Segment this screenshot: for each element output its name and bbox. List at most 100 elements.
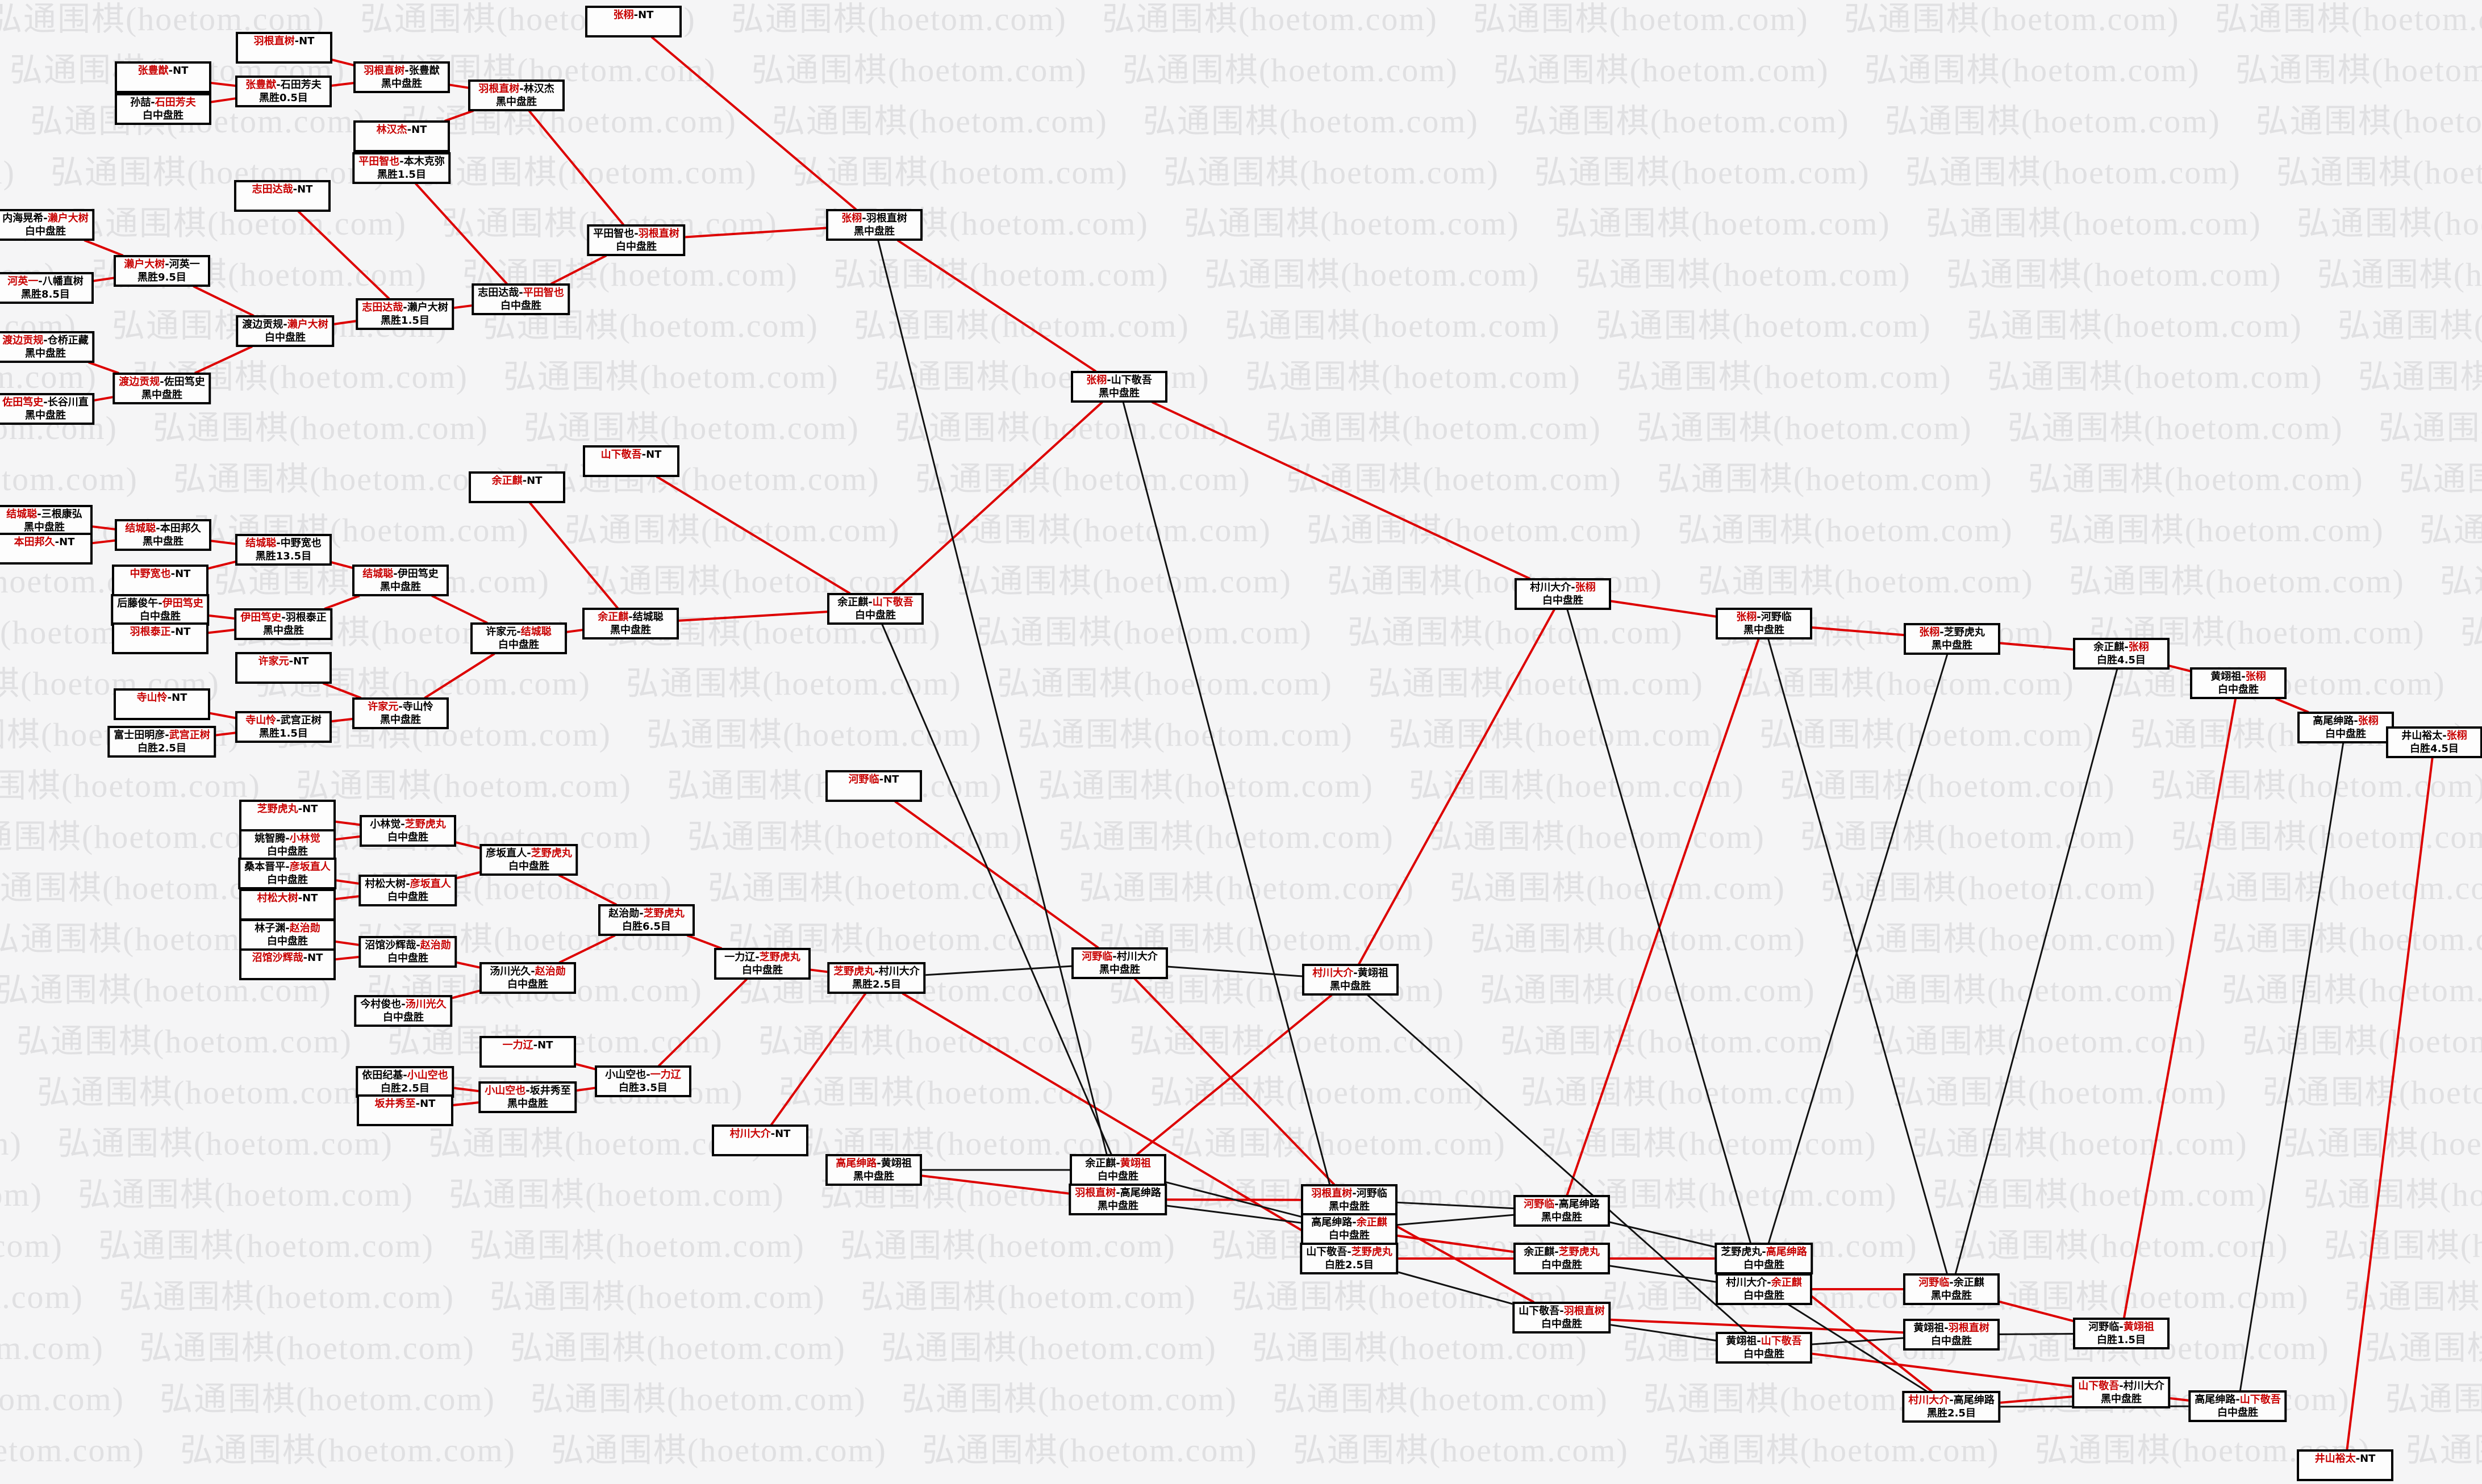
match-box[interactable]: 沼馆沙辉哉-NT — [239, 948, 336, 980]
match-box[interactable]: 井山裕太-张栩 白胜4.5目 — [2386, 726, 2482, 758]
match-box[interactable]: 后藤俊午-伊田笃史 白中盘胜 — [111, 594, 210, 626]
match-box[interactable]: 井山裕太-NT — [2297, 1449, 2393, 1481]
match-box[interactable]: 河野临-NT — [825, 770, 922, 802]
match-box[interactable]: 河英一-八幡直树 黑胜8.5目 — [0, 272, 94, 304]
match-box[interactable]: 许家元-结城聪 白中盘胜 — [470, 622, 567, 654]
match-box[interactable]: 张栩-芝野虎丸 黑中盘胜 — [1904, 623, 2000, 655]
match-box[interactable]: 姚智腾-小林觉 白中盘胜 — [239, 829, 336, 861]
match-box[interactable]: 富士田明彦-武宫正树 白胜2.5目 — [107, 726, 216, 758]
match-box[interactable]: 余正麒-芝野虎丸 白中盘胜 — [1513, 1243, 1610, 1274]
match-box[interactable]: 余正麒-结城聪 黑中盘胜 — [582, 608, 679, 639]
match-box[interactable]: 寺山怜-NT — [114, 688, 210, 720]
match-box[interactable]: 佐田笃史-长谷川直 黑中盘胜 — [0, 393, 95, 425]
match-box[interactable]: 高尾绅路-山下敬吾 白中盘胜 — [2188, 1390, 2287, 1422]
match-box[interactable]: 余正麒-黄翊祖 白中盘胜 — [1070, 1154, 1166, 1186]
match-box[interactable]: 河野临-余正麒 黑中盘胜 — [1903, 1273, 2000, 1305]
match-pairing: 孙喆-石田芳夫 — [121, 96, 205, 109]
match-box[interactable]: 河野临-高尾绅路 黑中盘胜 — [1513, 1195, 1610, 1227]
match-box[interactable]: 高尾绅路-余正麒 白中盘胜 — [1301, 1213, 1398, 1245]
match-box[interactable]: 志田达哉-NT — [234, 180, 331, 212]
match-box[interactable]: 桑本晋平-彦坂直人 白中盘胜 — [238, 858, 337, 889]
bracket-line — [332, 940, 363, 947]
match-box[interactable]: 高尾绅路-黄翊祖 黑中盘胜 — [825, 1154, 922, 1186]
match-box[interactable]: 渡边贡规-濑户大树 白中盘胜 — [236, 315, 335, 347]
match-box[interactable]: 许家元-NT — [235, 652, 332, 684]
match-box[interactable]: 黄翊祖-张栩 白中盘胜 — [2190, 667, 2287, 699]
match-box[interactable]: 平田智也-本木克弥 黑胜1.5目 — [352, 152, 451, 184]
pairing-hyphen: - — [37, 508, 41, 520]
match-box[interactable]: 羽根直树-高尾绅路 黑中盘胜 — [1069, 1184, 1167, 1215]
match-box[interactable]: 中野宽也-NT — [112, 565, 208, 596]
match-box[interactable]: 余正麒-山下敬吾 白中盘胜 — [827, 593, 924, 625]
match-pairing: 许家元-寺山怜 — [358, 700, 443, 713]
match-box[interactable]: 结城聪-三根康弘 黑中盘胜 — [0, 505, 93, 537]
match-box[interactable]: 山下敬吾-村川大介 黑中盘胜 — [2072, 1377, 2171, 1408]
match-box[interactable]: 张栩-羽根直树 黑中盘胜 — [826, 209, 923, 241]
match-box[interactable]: 寺山怜-武宫正树 黑胜1.5目 — [235, 711, 332, 743]
match-box[interactable]: 羽根泰正-NT — [112, 622, 208, 654]
match-box[interactable]: 平田智也-羽根直树 白中盘胜 — [587, 224, 686, 256]
match-box[interactable]: 张栩-山下敬吾 黑中盘胜 — [1071, 371, 1167, 403]
match-box[interactable]: 山下敬吾-NT — [583, 445, 679, 477]
match-box[interactable]: 结城聪-中野宽也 黑胜13.5目 — [235, 534, 332, 566]
match-box[interactable]: 村松大树-彦坂直人 白中盘胜 — [358, 875, 457, 906]
match-box[interactable]: 濑户大树-河英一 黑胜9.5目 — [114, 255, 210, 287]
match-box[interactable]: 村川大介-黄翊祖 黑中盘胜 — [1302, 964, 1399, 996]
match-box[interactable]: 坂井秀至-NT — [357, 1094, 453, 1126]
match-box[interactable]: 林汉杰-NT — [353, 120, 450, 152]
match-box[interactable]: 小山空也-一力辽 白胜3.5目 — [595, 1065, 691, 1097]
match-box[interactable]: 羽根直树-林汉杰 黑中盘胜 — [468, 80, 565, 111]
match-box[interactable]: 山下敬吾-芝野虎丸 白胜2.5目 — [1300, 1243, 1399, 1274]
match-box[interactable]: 一力辽-芝野虎丸 白中盘胜 — [714, 948, 811, 980]
match-box[interactable]: 本田邦久-NT — [0, 533, 93, 565]
match-box[interactable]: 张栩-河野临 黑中盘胜 — [1716, 608, 1812, 639]
match-box[interactable]: 渡边贡规-佐田笃史 黑中盘胜 — [112, 373, 211, 404]
match-box[interactable]: 小林觉-芝野虎丸 白中盘胜 — [360, 815, 456, 847]
match-box[interactable]: 余正麒-张栩 白胜4.5目 — [2073, 638, 2170, 670]
match-box[interactable]: 芝野虎丸-村川大介 黑胜2.5目 — [827, 962, 926, 994]
match-box[interactable]: 林子渊-赵治勋 白中盘胜 — [239, 919, 336, 951]
match-box[interactable]: 沼馆沙辉哉-赵治勋 白中盘胜 — [358, 936, 457, 968]
match-box[interactable]: 张豊猷-NT — [115, 61, 211, 93]
match-box[interactable]: 芝野虎丸-高尾绅路 白中盘胜 — [1715, 1243, 1813, 1274]
match-box[interactable]: 一力辽-NT — [479, 1036, 576, 1068]
match-box[interactable]: 黄翊祖-羽根直树 白中盘胜 — [1903, 1319, 2000, 1351]
match-box[interactable]: 余正麒-NT — [469, 471, 565, 503]
bracket-line — [194, 345, 253, 374]
match-box[interactable]: 结城聪-本田邦久 黑中盘胜 — [115, 519, 211, 551]
pairing-hyphen: - — [516, 626, 521, 638]
match-box[interactable]: 村川大介-高尾绅路 黑胜2.5目 — [1902, 1391, 2001, 1423]
match-box[interactable]: 羽根直树-NT — [236, 32, 332, 64]
match-box[interactable]: 彦坂直人-芝野虎丸 白中盘胜 — [479, 844, 578, 876]
watermark-text: 弘通围棋(hoetom.com) 弘通围棋(hoetom.com) 弘通围棋(h… — [0, 1474, 2482, 1484]
match-box[interactable]: 羽根直树-河野临 黑中盘胜 — [1301, 1184, 1398, 1216]
match-box[interactable]: 汤川光久-赵治勋 白中盘胜 — [479, 962, 576, 994]
match-box[interactable]: 村川大介-NT — [712, 1125, 808, 1156]
match-box[interactable]: 村川大介-张栩 白中盘胜 — [1515, 578, 1611, 610]
match-box[interactable]: 内海晃希-濑户大树 白中盘胜 — [0, 209, 95, 241]
match-box[interactable]: 许家元-寺山怜 黑中盘胜 — [352, 697, 449, 729]
match-box[interactable]: 河野临-村川大介 黑中盘胜 — [1071, 947, 1168, 979]
match-box[interactable]: 小山空也-坂井秀至 黑中盘胜 — [478, 1081, 577, 1113]
match-box[interactable]: 渡边贡规-仓桥正藏 黑中盘胜 — [0, 331, 95, 363]
match-box[interactable]: 张栩-NT — [585, 6, 682, 37]
match-box[interactable]: 芝野虎丸-NT — [239, 800, 336, 831]
bracket-line — [332, 894, 363, 901]
match-box[interactable]: 结城聪-伊田笃史 黑中盘胜 — [352, 565, 449, 596]
match-box[interactable]: 志田达哉-濑户大树 黑胜1.5目 — [356, 298, 454, 330]
match-box[interactable]: 高尾绅路-张栩 白中盘胜 — [2297, 712, 2394, 743]
match-box[interactable]: 河野临-黄翊祖 白胜1.5目 — [2073, 1318, 2170, 1349]
match-box[interactable]: 黄翊祖-山下敬吾 白中盘胜 — [1716, 1332, 1812, 1364]
match-box[interactable]: 张豊猷-石田芳夫 黑胜0.5目 — [235, 76, 332, 107]
match-box[interactable]: 孙喆-石田芳夫 白中盘胜 — [115, 93, 211, 125]
pairing-hyphen: - — [879, 774, 884, 785]
match-box[interactable]: 志田达哉-平田智也 白中盘胜 — [472, 283, 570, 315]
match-box[interactable]: 赵治勋-芝野虎丸 白胜6.5目 — [598, 904, 695, 936]
match-box[interactable]: 今村俊也-汤川光久 白中盘胜 — [354, 995, 453, 1027]
match-box[interactable]: 伊田笃史-羽根泰正 黑中盘胜 — [234, 608, 333, 640]
match-box[interactable]: 羽根直树-张豊猷 黑中盘胜 — [353, 61, 450, 93]
match-box[interactable]: 村川大介-余正麒 白中盘胜 — [1716, 1273, 1812, 1305]
match-box[interactable]: 村松大树-NT — [239, 889, 336, 921]
match-box[interactable]: 山下敬吾-羽根直树 白中盘胜 — [1512, 1302, 1611, 1333]
match-box[interactable]: 依田纪基-小山空也 白胜2.5目 — [356, 1066, 454, 1098]
